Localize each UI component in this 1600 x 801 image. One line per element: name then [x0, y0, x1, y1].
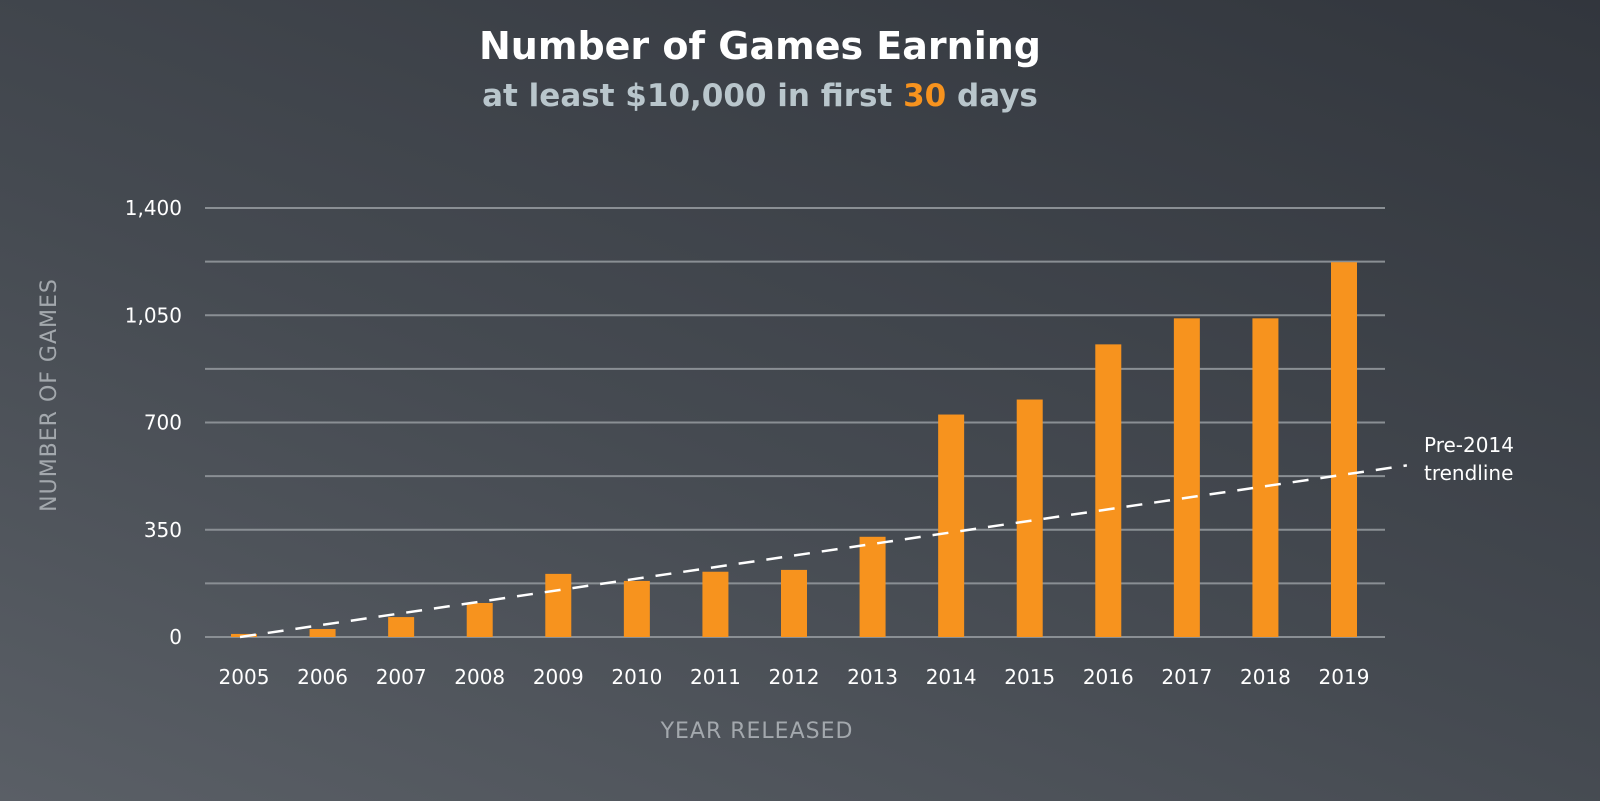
x-tick-labels: 2005 2006 2007 2008 2009 2010 2011 2012 2013 2014…	[219, 665, 1370, 689]
bar-2014	[938, 414, 965, 637]
x-tick-label: 2014	[926, 665, 977, 689]
y-tick-label: 700	[144, 411, 182, 435]
bar-2011	[702, 571, 729, 637]
x-tick-label: 2018	[1240, 665, 1291, 689]
y-tick-labels: 0 350 700 1,050 1,400	[125, 196, 182, 649]
bar-2016	[1095, 344, 1122, 637]
trendline-dashed	[239, 464, 1408, 639]
bar-2007	[388, 617, 415, 637]
bar-2006	[309, 629, 336, 637]
y-tick-label: 1,050	[125, 303, 182, 327]
y-tick-label: 1,400	[125, 196, 182, 220]
x-tick-label: 2013	[847, 665, 898, 689]
x-tick-label: 2010	[611, 665, 662, 689]
x-tick-label: 2011	[690, 665, 741, 689]
bar-2009	[545, 573, 572, 637]
x-tick-label: 2008	[454, 665, 505, 689]
subtitle-text: at least $10,000 in first	[482, 78, 904, 114]
trendline	[239, 464, 1408, 639]
trendline-label-1: Pre-2014	[1424, 433, 1514, 457]
x-tick-label: 2009	[533, 665, 584, 689]
bar-2013	[859, 536, 886, 637]
trendline-label-2: trendline	[1424, 461, 1513, 485]
bar-2017	[1173, 318, 1200, 637]
bar-2012	[781, 569, 807, 637]
y-axis-label: NUMBER OF GAMES	[37, 278, 62, 512]
bar-2018	[1252, 318, 1279, 637]
x-tick-label: 2005	[219, 665, 270, 689]
x-tick-label: 2019	[1319, 665, 1370, 689]
y-tick-label: 350	[144, 518, 182, 542]
x-axis-label: YEAR RELEASED	[660, 719, 854, 744]
bar-2008	[466, 602, 493, 637]
x-tick-label: 2012	[769, 665, 820, 689]
x-tick-label: 2006	[297, 665, 348, 689]
x-tick-label: 2017	[1161, 665, 1212, 689]
chart-title: Number of Games Earning	[479, 24, 1041, 68]
bar-2010	[623, 580, 650, 637]
y-tick-label: 0	[169, 625, 182, 649]
bar-2019	[1331, 262, 1357, 637]
x-tick-label: 2016	[1083, 665, 1134, 689]
bar-2015	[1016, 399, 1043, 637]
subtitle-highlight: 30	[903, 78, 947, 114]
subtitle-text-end: days	[946, 78, 1038, 114]
bars	[231, 262, 1357, 637]
chart-subtitle: at least $10,000 in first 30 days	[0, 78, 1520, 114]
x-tick-label: 2015	[1004, 665, 1055, 689]
x-tick-label: 2007	[376, 665, 427, 689]
